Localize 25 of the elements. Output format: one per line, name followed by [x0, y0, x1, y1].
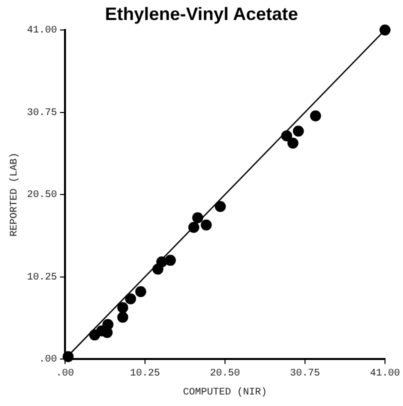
- y-tick-label: 10.25: [26, 272, 58, 284]
- point: [214, 201, 226, 212]
- point: [125, 293, 136, 304]
- y-tick-label: 41.00: [26, 26, 58, 37]
- point: [200, 219, 212, 230]
- y-tick-label: 20.50: [26, 190, 58, 202]
- point: [102, 318, 114, 330]
- y-tick-label: .00: [38, 354, 58, 366]
- point: [135, 286, 146, 298]
- point: [117, 312, 128, 323]
- point: [380, 24, 390, 36]
- point: [287, 138, 298, 149]
- x-tick-label: 30.75: [290, 368, 320, 380]
- x-tick-label: 20.50: [210, 368, 240, 380]
- x-tick-label: 41.00: [370, 368, 400, 380]
- x-axis-title: COMPUTED (NIR): [182, 386, 268, 399]
- point: [117, 302, 128, 314]
- x-tick-label: 10.25: [130, 368, 160, 380]
- y-tick-label: 30.75: [26, 108, 58, 119]
- y-axis-title: REPORTED (LAB): [8, 152, 21, 237]
- chart-title: Ethylene-Vinyl Acetate: [104, 4, 300, 25]
- point: [292, 126, 304, 137]
- x-tick-label: .00: [56, 368, 74, 380]
- point: [164, 254, 176, 266]
- point: [310, 110, 322, 122]
